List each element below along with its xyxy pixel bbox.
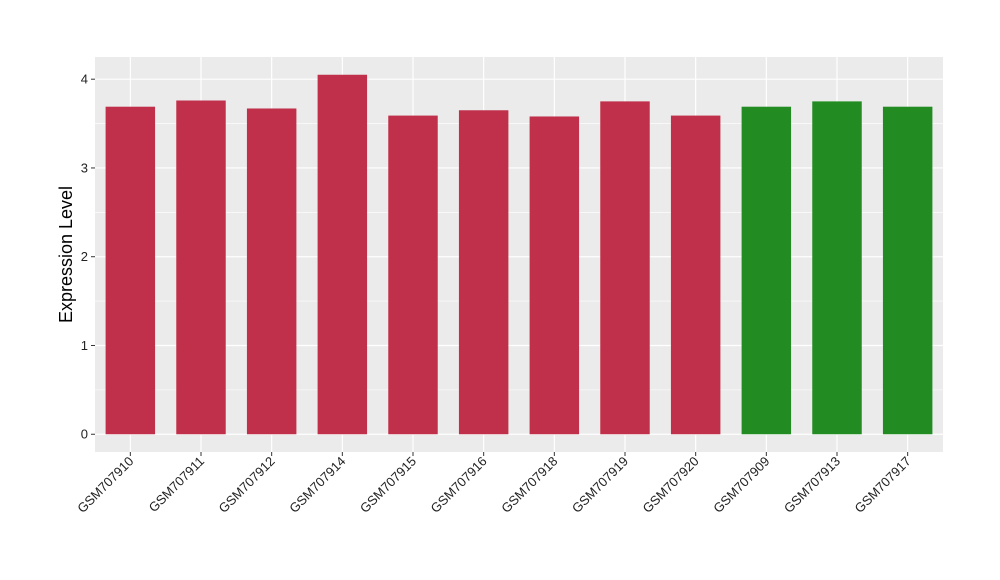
y-tick-label: 1 [81,338,88,353]
x-tick-label: GSM707913 [781,454,843,516]
x-tick-label: GSM707917 [852,454,914,516]
x-tick-label: GSM707919 [569,454,631,516]
bars [105,74,933,435]
bar [176,100,226,435]
bar [741,106,792,435]
x-tick-label: GSM707911 [146,454,208,516]
bar [246,108,297,435]
y-tick-label: 0 [81,427,88,442]
x-axis: GSM707910 GSM707911 GSM707912 GSM707914 GSM7… [74,452,914,516]
bar [882,106,933,435]
y-tick-label: 3 [81,160,88,175]
x-tick-label: GSM707912 [216,454,278,516]
bar [529,116,580,435]
x-tick-label: GSM707918 [498,454,560,516]
bar [105,106,156,435]
bar [458,110,509,435]
y-tick-label: 2 [81,249,88,264]
bar [388,115,438,435]
y-tick-label: 4 [81,72,88,87]
x-tick-label: GSM707909 [710,454,772,516]
x-tick-label: GSM707916 [428,454,490,516]
x-tick-label: GSM707915 [357,454,419,516]
bar [600,101,650,435]
y-axis: 0 1 2 3 4 [81,72,95,442]
plot-panel [95,57,943,452]
bar [670,115,721,435]
x-tick-label: GSM707914 [286,454,348,516]
x-tick-label: GSM707910 [74,454,136,516]
y-axis-title: Expression Level [56,186,76,323]
bar [812,101,862,435]
bar [317,74,368,435]
x-tick-label: GSM707920 [640,454,702,516]
